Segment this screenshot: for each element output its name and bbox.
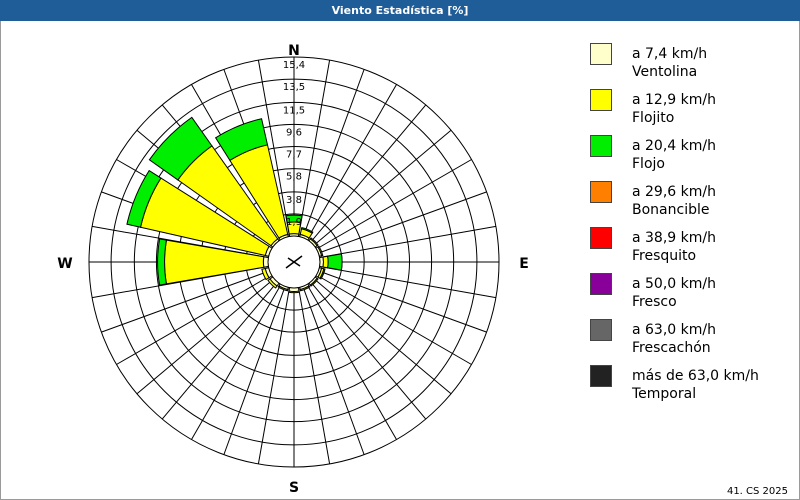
legend-item: a 38,9 km/h Fresquito xyxy=(590,227,790,271)
grid-spoke xyxy=(306,284,397,440)
chart-title: Viento Estadística [%] xyxy=(0,0,800,21)
legend-swatch xyxy=(590,135,612,157)
legend-speed-label: a 20,4 km/h xyxy=(632,138,716,154)
grid-spoke xyxy=(136,278,275,395)
bar-nnw xyxy=(214,118,269,162)
radial-tick-label: 5,8 xyxy=(286,172,302,183)
legend-description-label: Flojito xyxy=(632,110,675,126)
grid-spoke xyxy=(316,159,472,250)
bar-e xyxy=(327,253,343,271)
radial-tick-label: 13,5 xyxy=(283,82,305,93)
legend-speed-label: a 12,9 km/h xyxy=(632,92,716,108)
grid-spoke xyxy=(316,274,472,365)
grid-spoke xyxy=(318,191,487,254)
grid-spoke xyxy=(191,284,282,440)
legend-item: a 63,0 km/h Frescachón xyxy=(590,319,790,363)
grid-spoke xyxy=(257,60,290,237)
bar-nne xyxy=(300,226,314,234)
legend-item: a 50,0 km/h Fresco xyxy=(590,273,790,317)
legend-item: a 7,4 km/h Ventolina xyxy=(590,43,790,87)
legend-description-label: Fresco xyxy=(632,294,677,310)
legend-label: a 7,4 km/h Ventolina xyxy=(632,45,707,81)
radial-tick-label: 15,4 xyxy=(283,60,305,71)
compass-label-n: N xyxy=(288,43,300,59)
bar-n xyxy=(285,214,303,224)
compass-label-s: S xyxy=(289,480,299,496)
legend-item: a 29,6 km/h Bonancible xyxy=(590,181,790,225)
legend-speed-label: a 63,0 km/h xyxy=(632,322,716,338)
legend-speed-label: a 50,0 km/h xyxy=(632,276,716,292)
grid-spoke xyxy=(116,274,272,365)
grid-spoke xyxy=(310,281,427,420)
grid-spoke xyxy=(101,270,270,333)
bar-se xyxy=(309,277,319,287)
legend-item: a 20,4 km/h Flojo xyxy=(590,135,790,179)
legend-swatch xyxy=(590,43,612,65)
legend-description-label: Ventolina xyxy=(632,64,698,80)
legend-description-label: Flojo xyxy=(632,156,665,172)
legend-swatch xyxy=(590,319,612,341)
bar-wnw xyxy=(126,169,162,228)
radial-tick-label: 1,9 xyxy=(286,217,302,228)
legend-label: a 50,0 km/h Fresco xyxy=(632,275,716,311)
grid-spoke xyxy=(257,287,290,464)
radial-tick-label: 3,8 xyxy=(286,195,302,206)
radial-tick-label: 7,7 xyxy=(286,150,302,161)
grid-spoke xyxy=(302,69,365,238)
legend-description-label: Frescachón xyxy=(632,340,711,356)
radial-tick-label: 9,6 xyxy=(286,127,302,138)
bar-w xyxy=(157,238,167,286)
grid-spoke xyxy=(298,287,331,464)
compass-label-w: W xyxy=(57,256,72,272)
wind-rose-chart: 1,9 3,8 5,8 7,7 9,6 11,5 13,5 15,4N S W E xyxy=(57,43,529,496)
legend-description-label: Fresquito xyxy=(632,248,697,264)
radial-tick-label: 11,5 xyxy=(283,105,305,116)
legend-item: a 12,9 km/h Flojito xyxy=(590,89,790,133)
compass-label-e: E xyxy=(519,256,529,272)
bar-ese xyxy=(319,268,326,280)
legend-description-label: Temporal xyxy=(632,386,697,402)
bar-s xyxy=(288,290,300,294)
legend-label: a 29,6 km/h Bonancible xyxy=(632,183,716,219)
bar-w xyxy=(262,256,269,268)
grid-spoke xyxy=(313,129,452,246)
grid-spoke xyxy=(298,60,331,237)
footer-note: 41. CS 2025 xyxy=(726,486,788,497)
legend-label: a 12,9 km/h Flojito xyxy=(632,91,716,127)
legend-item: más de 63,0 km/h Temporal xyxy=(590,365,790,409)
legend-swatch xyxy=(590,181,612,203)
grid-spoke xyxy=(313,278,452,395)
bar-sse xyxy=(299,285,311,292)
bar-ssw xyxy=(277,285,289,292)
legend-swatch xyxy=(590,227,612,249)
bar-wsw xyxy=(261,267,270,281)
legend-label: a 63,0 km/h Frescachón xyxy=(632,321,716,357)
legend-label: a 38,9 km/h Fresquito xyxy=(632,229,716,265)
legend-swatch xyxy=(590,273,612,295)
center-marker xyxy=(287,257,301,267)
grid-spoke xyxy=(318,270,487,333)
grid-spoke xyxy=(161,281,278,420)
grid-spoke xyxy=(223,286,286,455)
grid-spoke xyxy=(302,286,365,455)
legend-label: más de 63,0 km/h Temporal xyxy=(632,367,759,403)
grid-spoke xyxy=(319,225,496,258)
legend-speed-label: más de 63,0 km/h xyxy=(632,368,759,384)
legend-description-label: Bonancible xyxy=(632,202,710,218)
grid-spoke xyxy=(310,104,427,243)
legend-speed-label: a 29,6 km/h xyxy=(632,184,716,200)
bar-e xyxy=(322,255,329,269)
legend-swatch xyxy=(590,89,612,111)
bar-ne xyxy=(309,237,319,247)
grid-spoke xyxy=(306,84,397,240)
bar-sw xyxy=(267,278,278,289)
legend-speed-label: a 7,4 km/h xyxy=(632,46,708,62)
bar-ene xyxy=(317,245,324,257)
grid-spoke xyxy=(319,266,496,299)
legend-speed-label: a 38,9 km/h xyxy=(632,230,716,246)
legend-label: a 20,4 km/h Flojo xyxy=(632,137,716,173)
bar-nw xyxy=(148,116,213,181)
legend-swatch xyxy=(590,365,612,387)
